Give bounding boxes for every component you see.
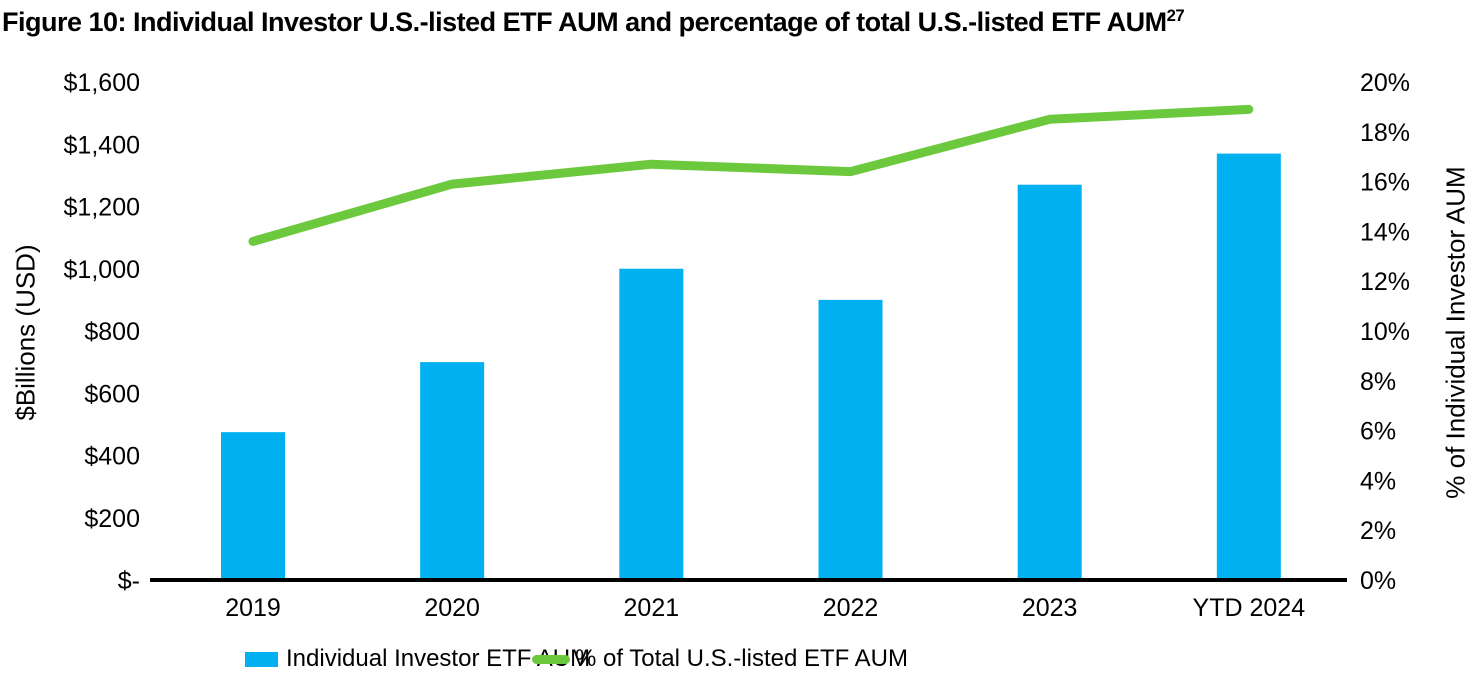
right-axis-tick-label: 16% xyxy=(1360,169,1410,197)
x-axis-tick-label: YTD 2024 xyxy=(1193,594,1306,622)
left-axis-tick-label: $1,400 xyxy=(64,131,140,159)
x-axis-line xyxy=(150,578,1347,582)
figure-title: Figure 10: Individual Investor U.S.-list… xyxy=(2,6,1185,38)
right-axis-tick-label: 14% xyxy=(1360,218,1410,246)
right-axis-tick-label: 12% xyxy=(1360,268,1410,296)
x-axis-tick-label: 2021 xyxy=(624,594,680,622)
pct-of-total-line xyxy=(248,104,1254,246)
x-axis-tick-label: 2019 xyxy=(225,594,281,622)
left-axis-tick-label: $1,600 xyxy=(64,69,140,97)
right-axis-title: % of Individual Investor AUM xyxy=(1440,166,1471,499)
figure-title-text: Figure 10: Individual Investor U.S.-list… xyxy=(2,7,1167,37)
right-axis-tick-label: 6% xyxy=(1360,418,1396,446)
right-axis-tick-label: 18% xyxy=(1360,119,1410,147)
right-axis-tick-label: 8% xyxy=(1360,368,1396,396)
left-axis-tick-label: $800 xyxy=(84,318,140,346)
left-axis-title: $Billions (USD) xyxy=(10,244,41,421)
left-axis-tick-label: $1,200 xyxy=(64,194,140,222)
right-axis-tick-label: 4% xyxy=(1360,467,1396,495)
bar-ytd-2024 xyxy=(1216,153,1281,579)
chart-legend: Individual Investor ETF AUM % of Total U… xyxy=(0,641,1480,677)
x-axis-tick-label: 2022 xyxy=(823,594,879,622)
bar-2023 xyxy=(1017,184,1082,579)
left-axis-tick-label: $1,000 xyxy=(64,256,140,284)
left-axis-tick-label: $200 xyxy=(84,505,140,533)
legend-label-line-series: % of Total U.S.-listed ETF AUM xyxy=(575,645,908,672)
bar-2020 xyxy=(420,362,485,579)
right-axis-tick-label: 0% xyxy=(1360,567,1396,595)
bar-series-swatch-icon xyxy=(245,651,278,667)
left-axis-tick-label: $400 xyxy=(84,443,140,471)
x-axis-tick-label: 2020 xyxy=(424,594,480,622)
x-axis-tick-label: 2023 xyxy=(1022,594,1078,622)
bar-2021 xyxy=(619,268,684,579)
left-axis-tick-label: $600 xyxy=(84,380,140,408)
line-series-swatch-icon xyxy=(532,654,570,664)
right-axis-tick-label: 10% xyxy=(1360,318,1410,346)
bar-2019 xyxy=(221,432,285,579)
figure-title-footnote-ref: 27 xyxy=(1166,6,1185,25)
legend-item-line-series: % of Total U.S.-listed ETF AUM xyxy=(532,641,908,677)
right-axis-tick-label: 20% xyxy=(1360,69,1410,97)
left-axis-tick-label: $- xyxy=(118,567,140,595)
right-axis-tick-label: 2% xyxy=(1360,517,1396,545)
bar-2022 xyxy=(818,299,883,579)
